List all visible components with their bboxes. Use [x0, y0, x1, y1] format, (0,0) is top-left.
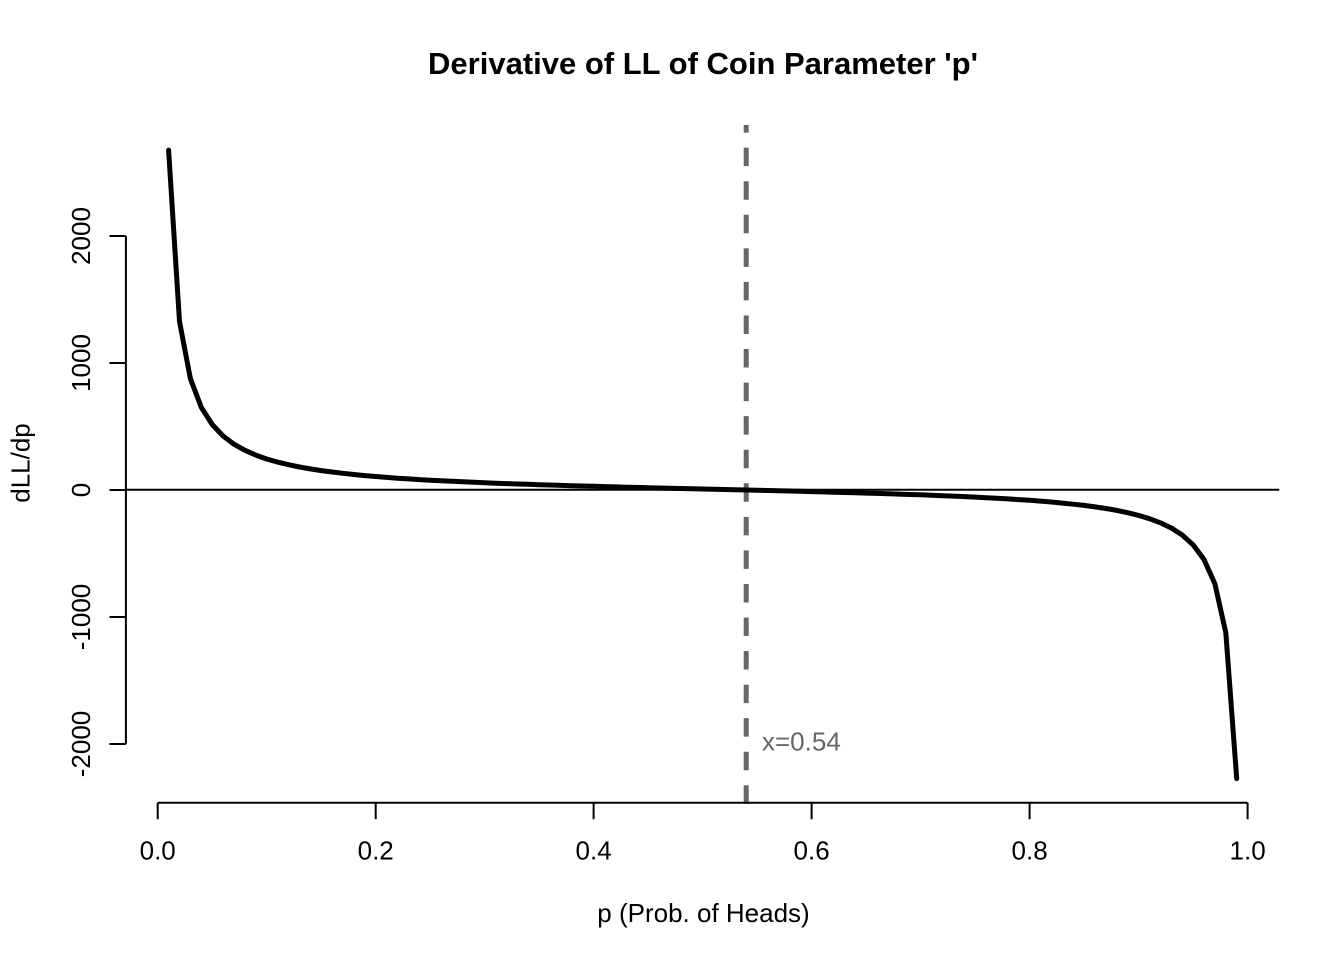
svg-text:-2000: -2000 [66, 711, 96, 778]
svg-text:-1000: -1000 [66, 584, 96, 651]
svg-text:0.4: 0.4 [576, 836, 612, 866]
svg-text:2000: 2000 [66, 207, 96, 265]
svg-text:0.8: 0.8 [1012, 836, 1048, 866]
svg-text:0.0: 0.0 [140, 836, 176, 866]
svg-text:0: 0 [66, 483, 96, 497]
svg-text:1000: 1000 [66, 334, 96, 392]
svg-text:0.6: 0.6 [794, 836, 830, 866]
svg-text:Derivative of LL of Coin Param: Derivative of LL of Coin Parameter 'p' [428, 46, 978, 81]
svg-text:dLL/dp: dLL/dp [6, 423, 36, 503]
svg-text:0.2: 0.2 [358, 836, 394, 866]
svg-text:1.0: 1.0 [1230, 836, 1266, 866]
svg-text:x=0.54: x=0.54 [762, 727, 841, 757]
svg-text:p (Prob. of Heads): p (Prob. of Heads) [597, 898, 809, 928]
